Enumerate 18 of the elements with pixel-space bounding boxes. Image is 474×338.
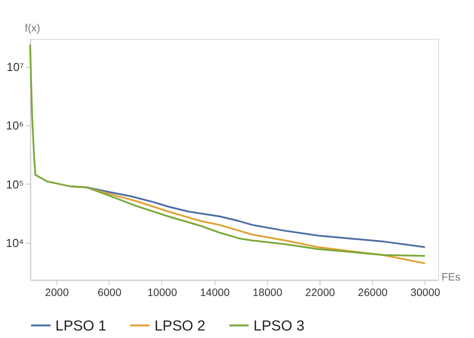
- legend-label: LPSO 1: [55, 318, 106, 334]
- x-tick-label: 26000: [358, 286, 388, 299]
- legend-label: LPSO 2: [154, 318, 206, 334]
- x-tick-label: 14000: [200, 286, 230, 299]
- y-tick-label: 10⁵: [6, 178, 24, 192]
- x-tick-label: 2000: [45, 286, 69, 299]
- x-axis-title: FEs: [441, 271, 460, 284]
- x-tick-label: 30000: [410, 286, 440, 299]
- legend-label: LPSO 3: [254, 318, 304, 334]
- y-tick-label: 10⁴: [6, 236, 24, 250]
- x-tick-label: 22000: [305, 286, 336, 299]
- x-tick-label: 6000: [98, 286, 122, 299]
- line-series: [29, 44, 426, 257]
- y-axis-title: f(x): [24, 22, 40, 35]
- y-tick-label: 10⁷: [6, 61, 24, 74]
- x-tick-label: 10000: [147, 286, 178, 299]
- y-tick-label: 10⁶: [6, 120, 24, 133]
- x-tick-label: 18000: [252, 286, 282, 299]
